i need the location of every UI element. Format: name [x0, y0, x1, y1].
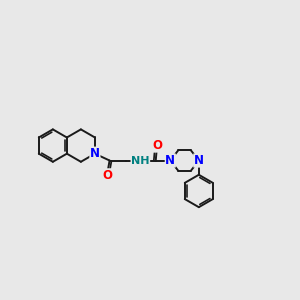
Text: O: O: [152, 139, 162, 152]
Text: O: O: [102, 169, 112, 182]
Text: N: N: [194, 154, 204, 167]
Text: N: N: [165, 154, 175, 167]
Text: N: N: [90, 147, 100, 160]
Text: NH: NH: [131, 155, 150, 166]
